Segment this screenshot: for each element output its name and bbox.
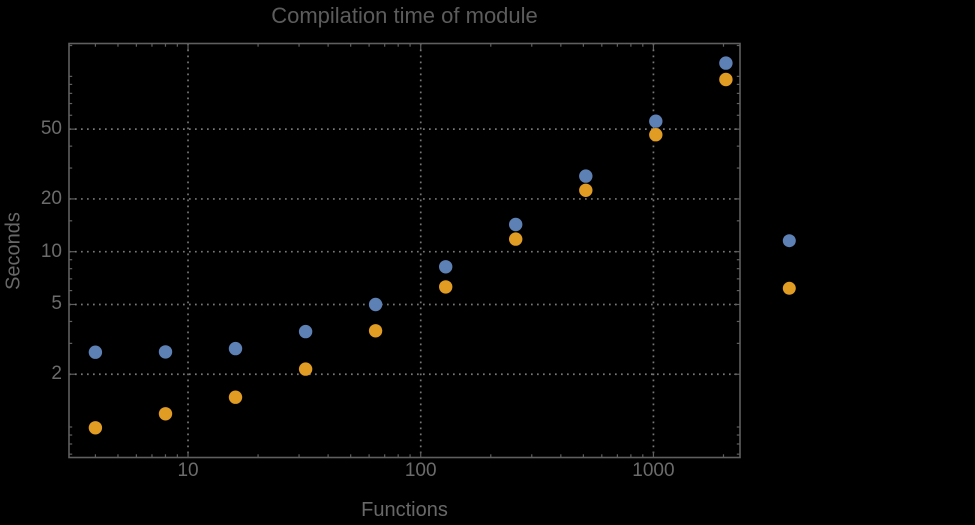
data-point-blue-x2048 <box>719 56 733 70</box>
data-point-orange-x128 <box>439 280 453 294</box>
y-tick-label-20: 20 <box>40 187 62 209</box>
data-point-blue-x512 <box>579 169 593 183</box>
data-point-orange-x256 <box>509 232 523 246</box>
data-point-blue-x8 <box>158 345 173 359</box>
chart-title: Compilation time of module <box>271 3 538 28</box>
x-tick-label-1000: 1000 <box>632 460 675 481</box>
data-point-orange-x32 <box>298 362 313 376</box>
x-axis-label: Functions <box>361 499 448 521</box>
x-tick-label-10: 10 <box>177 460 199 481</box>
legend-marker-orange <box>782 281 796 295</box>
data-point-blue-x32 <box>298 324 313 339</box>
data-point-orange-x4 <box>88 421 103 435</box>
data-point-orange-x2048 <box>719 72 733 87</box>
data-point-blue-x64 <box>368 297 383 312</box>
data-point-blue-x16 <box>228 341 243 356</box>
data-point-blue-x1024 <box>649 114 663 128</box>
y-tick-label-5: 5 <box>51 293 62 315</box>
data-point-orange-x64 <box>368 324 383 338</box>
data-point-orange-x1024 <box>649 128 663 142</box>
data-point-blue-x256 <box>509 217 523 232</box>
data-point-orange-x8 <box>158 407 173 421</box>
data-point-blue-x4 <box>88 345 103 359</box>
legend-marker-blue <box>782 234 796 248</box>
y-tick-label-2: 2 <box>51 363 62 385</box>
y-tick-label-50: 50 <box>40 118 62 140</box>
data-point-orange-x512 <box>579 183 593 197</box>
x-tick-label-100: 100 <box>404 460 437 481</box>
y-tick-label-10: 10 <box>40 240 62 262</box>
data-point-blue-x128 <box>439 260 453 274</box>
plot-frame <box>68 42 741 459</box>
data-point-orange-x16 <box>228 390 243 404</box>
